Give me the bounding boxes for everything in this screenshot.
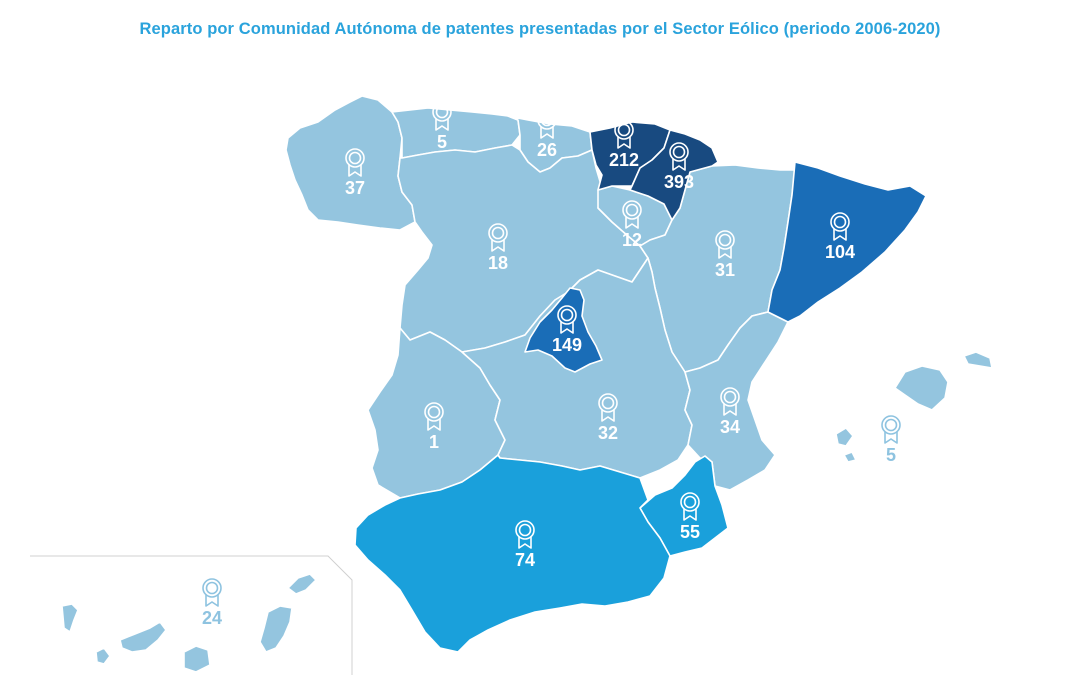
award-ribbon-icon [557,305,577,334]
region-value-la-rioja: 12 [622,230,642,250]
award-ribbon-icon [537,110,557,139]
region-canarias[interactable] [61,573,317,673]
region-andalucia[interactable] [354,454,671,653]
region-cataluna[interactable] [767,161,927,323]
award-ribbon-icon [622,200,642,229]
award-ribbon-icon [881,415,901,444]
region-value-extremadura: 1 [429,432,439,452]
region-value-aragon: 31 [715,260,735,280]
region-value-canarias: 24 [202,608,222,628]
region-value-navarra: 393 [664,172,694,192]
region-madrid[interactable] [524,287,603,373]
region-value-pais-vasco: 212 [609,150,639,170]
region-value-galicia: 37 [345,178,365,198]
award-ribbon-icon [432,102,452,131]
award-ribbon-icon [202,578,222,607]
region-value-andalucia: 74 [515,550,535,570]
award-ribbon-icon [424,402,444,431]
award-ribbon-icon [720,387,740,416]
map-title: Reparto por Comunidad Autónoma de patent… [139,20,941,38]
award-ribbon-icon [614,120,634,149]
award-ribbon-icon [515,520,535,549]
region-value-asturias: 5 [437,132,447,152]
region-value-valencia: 34 [720,417,740,437]
award-ribbon-icon [345,148,365,177]
region-value-baleares: 5 [886,445,896,465]
region-value-castilla-la-mancha: 32 [598,423,618,443]
region-baleares[interactable] [835,351,993,463]
award-ribbon-icon [669,142,689,171]
award-ribbon-icon [598,393,618,422]
region-value-cantabria: 26 [537,140,557,160]
region-value-murcia: 55 [680,522,700,542]
award-ribbon-icon [488,223,508,252]
region-value-madrid: 149 [552,335,582,355]
region-value-castilla-y-leon: 18 [488,253,508,273]
canarias-inset-frame [30,555,353,675]
region-navarra[interactable] [629,129,719,221]
region-value-cataluna: 104 [825,242,855,262]
award-ribbon-icon [680,492,700,521]
award-ribbon-icon [715,230,735,259]
award-ribbon-icon [830,212,850,241]
